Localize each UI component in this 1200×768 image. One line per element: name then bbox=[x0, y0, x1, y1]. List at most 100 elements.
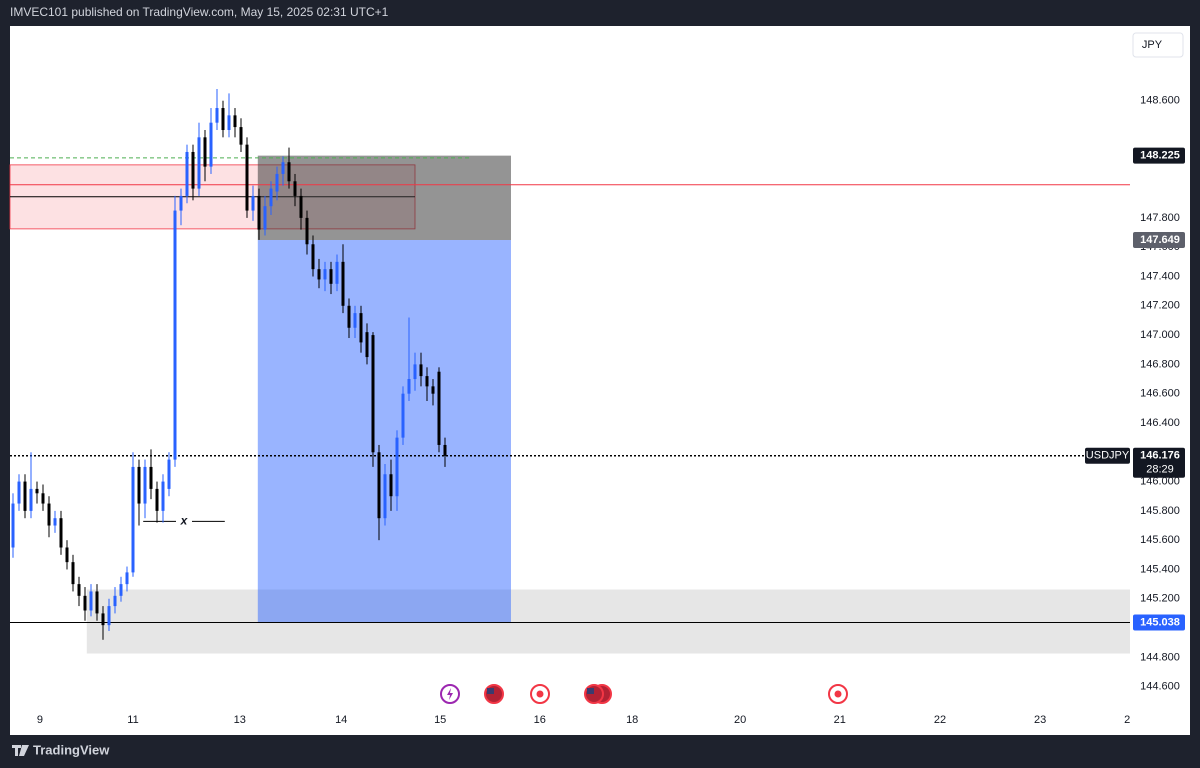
event-icon bbox=[487, 688, 494, 694]
y-tick-label: 146.000 bbox=[1140, 475, 1180, 487]
candle-body bbox=[125, 572, 129, 585]
candle-body bbox=[59, 518, 63, 548]
candle-body bbox=[377, 452, 381, 519]
x-tick-label: 22 bbox=[934, 714, 946, 726]
candle-body bbox=[155, 488, 159, 511]
stop-label-bg bbox=[1133, 147, 1185, 164]
footer-brand: TradingView bbox=[33, 742, 110, 757]
event-icon bbox=[834, 690, 842, 698]
candle-body bbox=[53, 518, 57, 526]
entry-label-bg bbox=[1133, 232, 1185, 249]
x-tick-label: 23 bbox=[1034, 714, 1046, 726]
candle-body bbox=[437, 371, 441, 445]
candle-body bbox=[203, 137, 207, 167]
candle-body bbox=[29, 488, 33, 511]
countdown-label: 28:29 bbox=[1146, 464, 1174, 476]
candle-body bbox=[287, 162, 291, 182]
candle-body bbox=[173, 210, 177, 460]
candle-body bbox=[215, 108, 219, 123]
candle-body bbox=[329, 269, 333, 284]
y-tick-label: 144.800 bbox=[1140, 651, 1180, 663]
y-tick-label: 145.600 bbox=[1140, 534, 1180, 546]
header-text: IMVEC101 published on TradingView.com, M… bbox=[10, 5, 389, 19]
symbol-label: USDJPY bbox=[1086, 450, 1130, 462]
x-tick-label: 18 bbox=[626, 714, 638, 726]
candle-body bbox=[161, 481, 165, 511]
candle-body bbox=[395, 437, 399, 497]
candle-body bbox=[101, 613, 105, 626]
target-label-bg bbox=[1133, 614, 1185, 631]
candle-body bbox=[245, 144, 249, 211]
tv-logo bbox=[12, 745, 29, 756]
event-icon bbox=[536, 690, 544, 698]
candle-body bbox=[191, 151, 195, 189]
y-tick-label: 147.400 bbox=[1140, 270, 1180, 282]
x-tick-label: 13 bbox=[234, 714, 246, 726]
candle-body bbox=[341, 261, 345, 306]
stop-label: 148.225 bbox=[1140, 150, 1180, 162]
candle-body bbox=[221, 108, 225, 131]
x-tick-label: 9 bbox=[37, 714, 43, 726]
y-tick-label: 145.200 bbox=[1140, 593, 1180, 605]
candle-body bbox=[365, 332, 369, 358]
candle-body bbox=[233, 115, 237, 128]
candle-body bbox=[11, 503, 15, 548]
currency[interactable]: JPY bbox=[1142, 39, 1163, 51]
candle-body bbox=[227, 115, 231, 131]
candle-body bbox=[359, 313, 363, 343]
candle-body bbox=[185, 151, 189, 196]
candle-body bbox=[239, 127, 243, 145]
event-icons bbox=[440, 684, 848, 704]
candle-body bbox=[41, 493, 45, 504]
candle-body bbox=[275, 173, 279, 192]
candle-body bbox=[317, 269, 321, 280]
candle-body bbox=[119, 584, 123, 596]
candle-body bbox=[431, 386, 435, 394]
candle-body bbox=[179, 195, 183, 211]
candle-body bbox=[167, 459, 171, 489]
candle-body bbox=[371, 335, 375, 453]
candle-body bbox=[65, 547, 69, 563]
candle-body bbox=[209, 122, 213, 167]
candle-body bbox=[413, 364, 417, 380]
x-tick-label: 15 bbox=[434, 714, 446, 726]
candle-body bbox=[443, 444, 447, 456]
currency-box[interactable] bbox=[1132, 32, 1184, 58]
candle-body bbox=[77, 584, 81, 596]
y-tick-label: 146.800 bbox=[1140, 358, 1180, 370]
x-tick-label: 21 bbox=[834, 714, 846, 726]
symbol-bg bbox=[1085, 447, 1130, 464]
y-tick-label: 145.400 bbox=[1140, 563, 1180, 575]
candle-body bbox=[83, 595, 87, 611]
candle-body bbox=[299, 195, 303, 218]
y-tick-label: 146.400 bbox=[1140, 417, 1180, 429]
candle-body bbox=[47, 503, 51, 526]
y-tick-label: 144.600 bbox=[1140, 681, 1180, 693]
candle-body bbox=[305, 217, 309, 245]
y-tick-label: 148.600 bbox=[1140, 95, 1180, 107]
candle-body bbox=[137, 466, 141, 504]
candle-body bbox=[143, 466, 147, 504]
candle-body bbox=[281, 162, 285, 174]
candle-body bbox=[383, 474, 387, 519]
x-tick-label: 20 bbox=[734, 714, 746, 726]
y-tick-label: 147.800 bbox=[1140, 212, 1180, 224]
candle-body bbox=[419, 364, 423, 377]
last-price-bg bbox=[1133, 447, 1185, 478]
candle-body bbox=[323, 269, 327, 280]
candle-body bbox=[131, 466, 135, 573]
candle-body bbox=[17, 481, 21, 504]
x-tick-label: 11 bbox=[127, 714, 138, 726]
candle-body bbox=[293, 181, 297, 196]
candle-body bbox=[89, 591, 93, 611]
candle-body bbox=[149, 466, 153, 489]
x-tick-label: 2 bbox=[1124, 714, 1130, 726]
candle-body bbox=[335, 261, 339, 284]
event-icon bbox=[447, 688, 453, 700]
x-tick-label: 14 bbox=[335, 714, 347, 726]
candle-body bbox=[95, 591, 99, 614]
entry-label: 147.649 bbox=[1140, 234, 1180, 246]
candle-body bbox=[71, 562, 75, 585]
candle-body bbox=[113, 595, 117, 607]
